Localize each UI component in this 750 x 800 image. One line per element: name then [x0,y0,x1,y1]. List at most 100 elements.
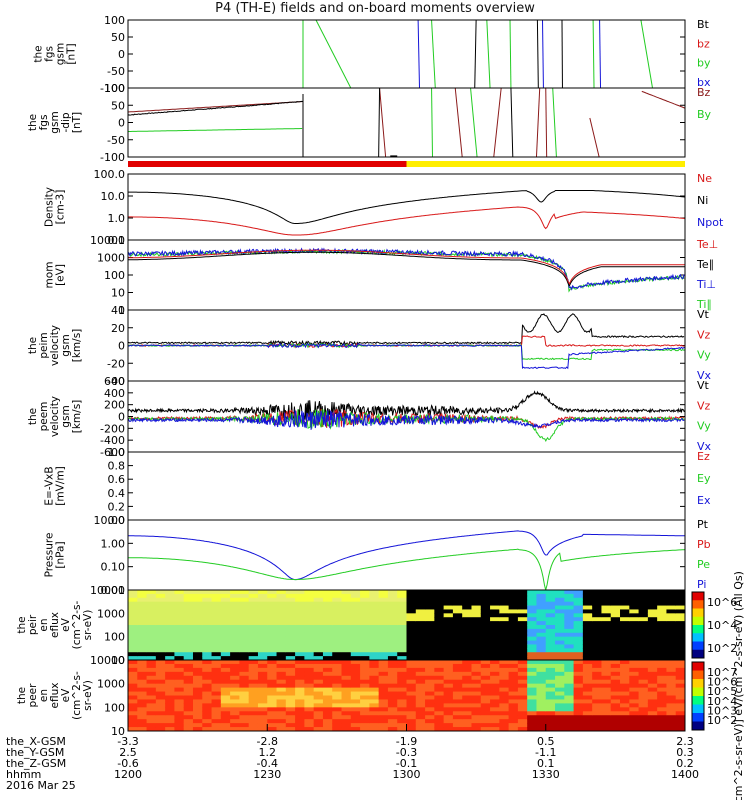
spectrogram-cell [220,597,231,603]
spectrogram-cell [434,687,445,693]
spectrogram-cell [397,644,407,649]
spectrogram-cell [490,640,500,645]
spectrogram-cell [146,727,157,732]
spectrogram-cell [434,727,445,732]
spectrogram-cell [239,601,250,607]
spectrogram-cell [211,644,222,649]
spectrogram-cell [369,699,380,704]
spectrogram-cell [601,625,612,630]
spectrogram-cell [257,683,268,689]
spectrogram-cell [582,597,593,603]
legend-entry: Vy [697,420,711,433]
spectrogram-cell [369,648,380,653]
spectrogram-cell [638,590,649,595]
spectrogram-cell [202,628,213,634]
spectrogram-cell [666,590,677,595]
spectrogram-cell [137,644,148,649]
spectrogram-cell [155,683,166,689]
spectrogram-cell [490,609,500,614]
spectrogram-cell [452,711,463,716]
spectrogram-cell [285,597,296,603]
spectrogram-cell [601,656,612,661]
spectrogram-cell [239,675,250,681]
spectrogram-cell [285,695,296,700]
spectrogram-cell [192,675,203,681]
spectrogram-cell [601,640,612,645]
spectrogram-cell [517,636,528,642]
spectrogram-cell [397,601,407,607]
spectrogram-cell [517,703,528,708]
spectrogram-cell [508,636,519,642]
spectrogram-cell [499,640,510,645]
spectrogram-cell [508,590,519,595]
colorbar-segment [692,687,704,697]
spectrogram-cell [443,632,454,638]
spectrogram-cell [332,679,343,685]
spectrogram-cell [675,621,686,626]
spectrogram-cell [304,601,315,607]
spectrogram-cell [322,605,333,610]
spectrogram-cell [647,640,658,645]
spectrogram-cell [378,628,389,634]
spectrogram-cell [155,695,166,700]
spectrogram-cell [517,621,528,626]
spectrogram-cell [675,617,686,622]
y-tick-label: 10 [111,654,125,667]
spectrogram-cell [443,699,454,704]
spectrogram-cell [490,660,500,665]
spectrogram-cell [508,687,519,693]
spectrogram-cell [452,663,463,669]
spectrogram-cell [220,593,231,599]
spectrogram-cell [545,715,556,720]
spectrogram-cell [499,691,510,696]
spectrogram-cell [202,667,213,673]
spectrogram-cell [304,640,315,645]
y-axis-label: [nPa] [55,541,67,568]
y-axis-label: eflux [49,612,61,638]
spectrogram-cell [434,590,445,595]
spectrogram-cell [620,723,630,728]
spectrogram-cell [527,723,537,728]
spectrogram-cell [350,671,361,677]
y-axis-label: sr-eV) [82,680,94,711]
spectrogram-cell [267,632,278,638]
spectrogram-cell [452,695,463,700]
spectrogram-cell [257,703,268,708]
spectrogram-cell [220,687,231,693]
spectrogram-cell [592,719,602,724]
spectrogram-cell [610,715,621,720]
spectrogram-cell [415,660,426,665]
spectrogram-cell [480,601,491,607]
spectrogram-cell [192,715,203,720]
spectrogram-cell [490,695,500,700]
spectrogram-cell [239,679,250,685]
spectrogram-cell [471,683,482,689]
spectrogram-cell [378,671,389,677]
spectrogram-cell [313,644,324,649]
spectrogram-cell [211,675,222,681]
legend-entry: Vt [697,379,710,392]
spectrogram-cell [332,625,343,630]
spectrogram-cell [267,675,278,681]
spectrogram-cell [657,605,667,610]
spectrogram-cell [480,707,491,712]
spectrogram-cell [267,601,278,607]
spectrogram-cell [592,601,602,607]
spectrogram-cell [675,597,686,603]
spectrogram-cell [490,613,500,618]
spectrogram-cell [471,675,482,681]
y-axis-label: the [27,408,39,425]
spectrogram-cell [239,695,250,700]
spectrogram-cell [425,621,435,626]
spectrogram-cell [480,675,491,681]
spectrogram-cell [313,648,324,653]
y-tick-label: -40 [107,375,125,388]
spectrogram-cell [573,648,584,653]
spectrogram-cell [369,605,380,610]
spectrogram-cell [267,711,278,716]
spectrogram-cell [360,590,370,595]
spectrogram-cell [527,660,537,665]
spectrogram-cell [406,711,417,716]
spectrogram-cell [415,707,426,712]
spectrogram-cell [360,636,370,642]
